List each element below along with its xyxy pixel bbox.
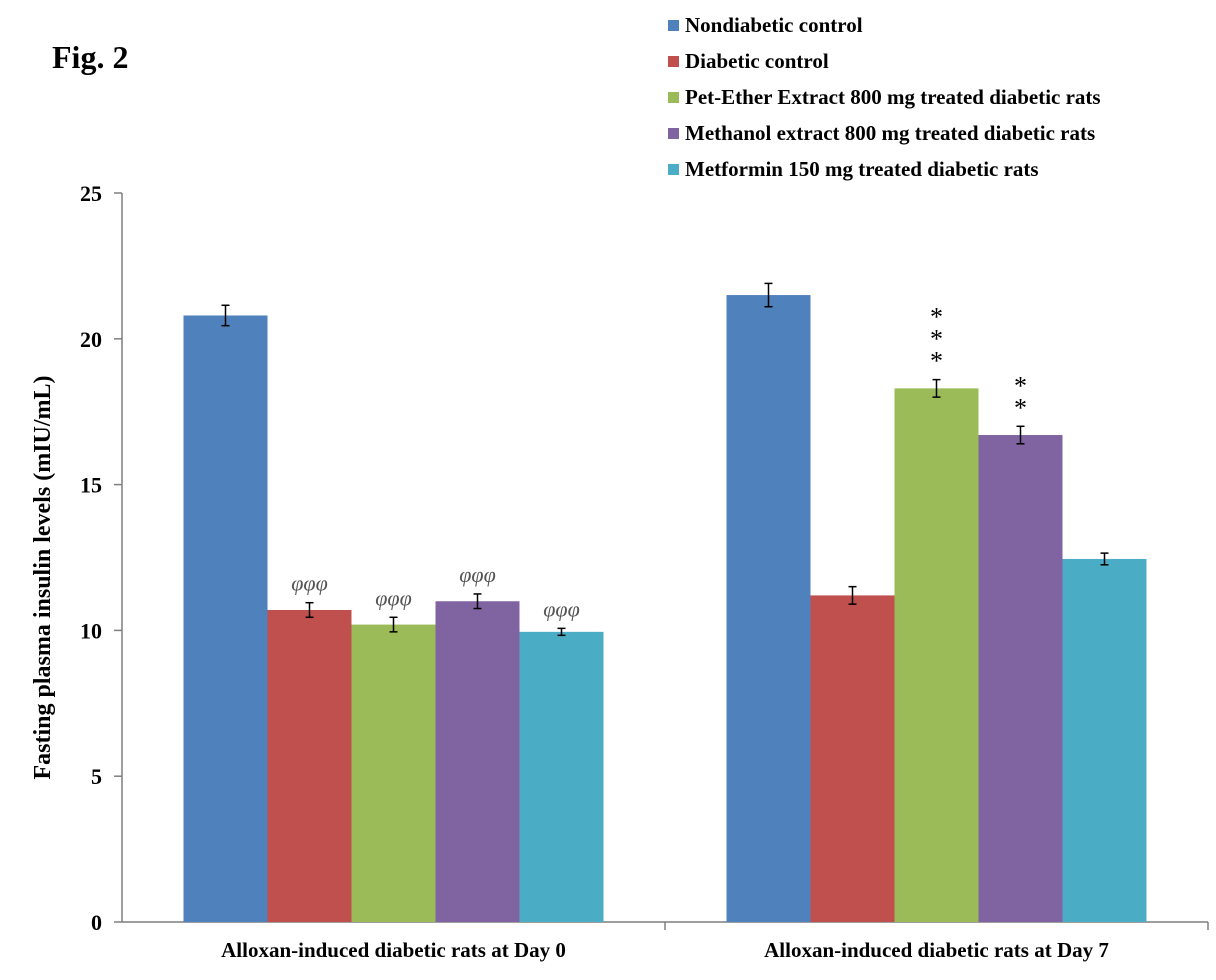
bar [267, 609, 352, 922]
significance-marker: φφφ [375, 585, 412, 610]
significance-marker: * [1014, 393, 1027, 422]
y-tick-label: 20 [80, 327, 102, 352]
significance-marker: φφφ [291, 571, 328, 596]
significance-marker: φφφ [459, 562, 496, 587]
bar [183, 315, 268, 922]
y-tick-label: 0 [91, 910, 102, 935]
bar [519, 631, 604, 922]
x-tick-label: Alloxan-induced diabetic rats at Day 7 [764, 938, 1109, 962]
bar [978, 435, 1063, 922]
significance-marker: * [930, 325, 943, 354]
legend-label: Diabetic control [685, 49, 829, 73]
legend-label: Pet-Ether Extract 800 mg treated diabeti… [685, 85, 1101, 109]
legend-swatch [668, 56, 679, 67]
bar [1062, 558, 1147, 922]
bar [894, 388, 979, 922]
legend-label: Nondiabetic control [685, 13, 863, 37]
legend-swatch [668, 92, 679, 103]
significance-marker: * [1014, 371, 1027, 400]
y-tick-label: 25 [80, 181, 102, 206]
legend-swatch [668, 20, 679, 31]
x-tick-label: Alloxan-induced diabetic rats at Day 0 [221, 938, 566, 962]
bar [351, 624, 436, 922]
significance-marker: * [930, 347, 943, 376]
y-tick-label: 10 [80, 618, 102, 643]
bar [726, 295, 811, 922]
figure-label: Fig. 2 [52, 39, 128, 75]
bar [810, 595, 895, 922]
y-axis-title: Fasting plasma insulin levels (mIU/mL) [30, 375, 56, 779]
bar [435, 601, 520, 922]
significance-marker: φφφ [543, 596, 580, 621]
legend-swatch [668, 164, 679, 175]
y-tick-label: 15 [80, 473, 102, 498]
legend-label: Metformin 150 mg treated diabetic rats [685, 157, 1039, 181]
y-tick-label: 5 [91, 764, 102, 789]
legend-label: Methanol extract 800 mg treated diabetic… [685, 121, 1095, 145]
significance-marker: * [930, 303, 943, 332]
legend-swatch [668, 128, 679, 139]
